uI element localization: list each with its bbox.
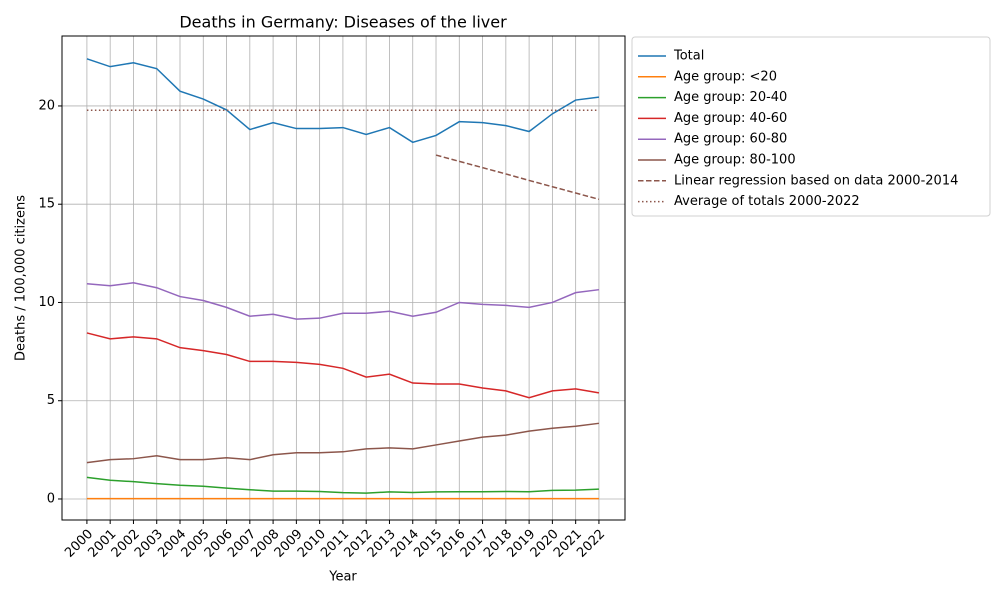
- y-tick-label: 15: [38, 197, 55, 212]
- legend-label: Age group: 80-100: [674, 153, 796, 168]
- series-line: [86, 282, 600, 320]
- series-line: [86, 58, 600, 144]
- y-tick-label: 10: [38, 295, 55, 310]
- legend-label: Age group: 60-80: [674, 132, 787, 147]
- legend-box: [631, 36, 991, 217]
- x-axis-label: Year: [328, 570, 357, 585]
- plot-frame: [61, 35, 626, 521]
- chart-title: Deaths in Germany: Diseases of the liver: [179, 13, 507, 32]
- legend-label: Age group: <20: [674, 69, 777, 84]
- legend-label: Total: [673, 49, 704, 64]
- series-line: [435, 154, 600, 201]
- legend-label: Age group: 20-40: [674, 90, 787, 105]
- y-axis-label: Deaths / 100,000 citizens: [14, 195, 29, 361]
- legend-label: Age group: 40-60: [674, 111, 787, 126]
- series-line: [86, 422, 600, 464]
- y-tick-label: 5: [47, 393, 55, 408]
- legend-label: Linear regression based on data 2000-201…: [674, 173, 958, 188]
- series-line: [86, 332, 600, 399]
- y-tick-label: 20: [38, 98, 55, 113]
- y-tick-label: 0: [47, 491, 55, 506]
- legend-label: Average of totals 2000-2022: [674, 194, 860, 209]
- series-line: [86, 476, 599, 494]
